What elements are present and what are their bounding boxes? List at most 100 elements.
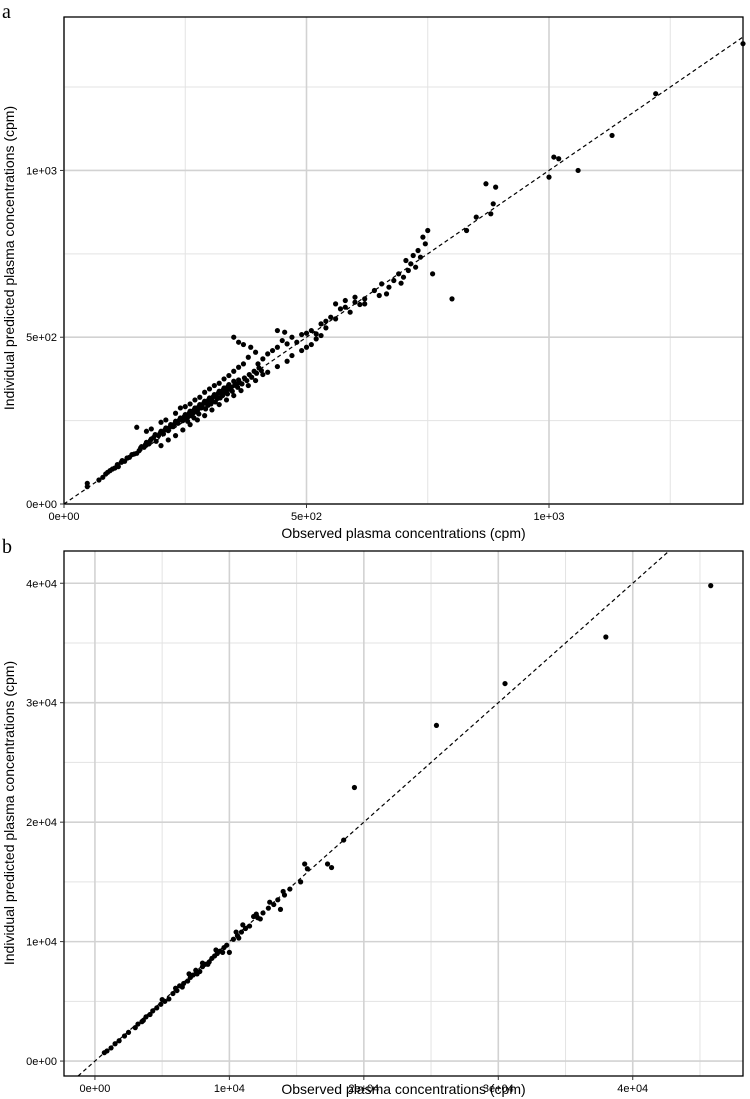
- data-point: [230, 936, 237, 942]
- data-point: [271, 901, 277, 908]
- data-point: [302, 861, 308, 867]
- data-point: [425, 227, 431, 234]
- x-tick-label: 1e+04: [214, 1083, 245, 1095]
- data-point: [383, 291, 390, 297]
- x-axis-title: Observed plasma concentrations (cpm): [281, 525, 525, 541]
- data-point: [333, 316, 339, 322]
- data-point: [396, 271, 402, 277]
- panel-b-letter: b: [2, 536, 12, 558]
- data-point: [248, 344, 254, 350]
- data-point: [238, 387, 244, 394]
- data-point: [143, 1014, 149, 1020]
- data-point: [213, 947, 219, 953]
- data-point: [417, 254, 424, 260]
- data-point: [224, 942, 230, 948]
- data-point: [289, 334, 295, 340]
- data-point: [333, 301, 339, 307]
- x-tick-label: 0e+00: [49, 511, 80, 523]
- data-point: [556, 156, 562, 162]
- data-point: [242, 925, 249, 932]
- data-point: [115, 464, 121, 470]
- data-point: [410, 252, 416, 259]
- data-point: [303, 330, 310, 336]
- data-point: [337, 306, 344, 312]
- data-point: [265, 369, 271, 375]
- data-point: [267, 899, 273, 905]
- scatter-plot-b: 0e+00 1e+04 2e+04 3e+04 4e+04 0e+00 1e+04 2e+04…: [1, 550, 744, 1097]
- data-point: [253, 911, 259, 917]
- data-point: [575, 167, 581, 174]
- data-point: [236, 935, 242, 941]
- data-point: [180, 427, 186, 433]
- data-point: [135, 1021, 141, 1027]
- x-tick-label: 3e+04: [483, 1083, 514, 1095]
- data-point: [708, 583, 714, 589]
- x-tick-label: 5e+02: [291, 511, 322, 523]
- data-point: [294, 339, 300, 345]
- data-point: [299, 331, 305, 338]
- data-point: [253, 370, 260, 376]
- data-point: [104, 1048, 110, 1054]
- data-point: [140, 1017, 146, 1024]
- data-point: [153, 438, 159, 444]
- data-point: [172, 433, 179, 439]
- x-tick-label: 2e+04: [348, 1083, 379, 1095]
- data-point: [282, 329, 288, 335]
- data-point: [341, 837, 347, 843]
- data-point: [158, 443, 164, 449]
- data-point: [205, 961, 211, 967]
- data-point: [413, 264, 419, 270]
- data-point: [202, 413, 208, 419]
- panel-a-letter: a: [2, 1, 11, 23]
- data-point: [170, 990, 176, 997]
- data-point: [289, 352, 295, 359]
- data-point: [108, 1045, 114, 1051]
- data-point: [190, 972, 196, 978]
- data-point: [405, 267, 411, 274]
- data-point: [323, 325, 329, 331]
- data-point: [191, 415, 197, 421]
- data-point: [160, 431, 167, 437]
- data-point: [143, 428, 150, 434]
- data-point: [197, 394, 203, 400]
- data-point: [121, 1033, 128, 1039]
- data-point: [376, 292, 382, 299]
- data-point: [357, 301, 363, 308]
- y-tick-label: 1e+03: [26, 165, 57, 177]
- data-point: [196, 411, 202, 417]
- data-point: [265, 351, 271, 357]
- data-point: [324, 861, 331, 867]
- data-point: [172, 985, 179, 991]
- data-point: [488, 211, 494, 217]
- y-axis-title: Individual predicted plasma concentratio…: [1, 661, 17, 965]
- data-point: [198, 405, 204, 411]
- data-point: [211, 382, 217, 389]
- data-point: [186, 971, 192, 977]
- data-point: [603, 634, 609, 640]
- data-point: [246, 923, 253, 929]
- panel-border: [63, 550, 744, 1077]
- data-point: [236, 339, 242, 345]
- data-point: [84, 480, 90, 486]
- data-point: [208, 401, 214, 407]
- data-point: [609, 132, 615, 139]
- data-point: [235, 384, 241, 390]
- data-point: [96, 477, 102, 483]
- data-point: [265, 905, 271, 911]
- data-point: [240, 341, 247, 348]
- data-point: [249, 374, 255, 380]
- data-point: [179, 984, 185, 990]
- y-tick-label: 2e+04: [26, 817, 57, 829]
- data-point: [163, 417, 169, 423]
- data-point: [400, 274, 407, 280]
- data-point: [422, 241, 428, 247]
- data-point: [493, 184, 499, 190]
- data-point: [226, 949, 232, 955]
- data-point: [260, 356, 266, 362]
- data-point: [238, 929, 245, 935]
- data-point: [236, 364, 242, 370]
- identity-line: [77, 550, 670, 1077]
- data-point: [223, 397, 230, 403]
- data-point: [303, 344, 310, 350]
